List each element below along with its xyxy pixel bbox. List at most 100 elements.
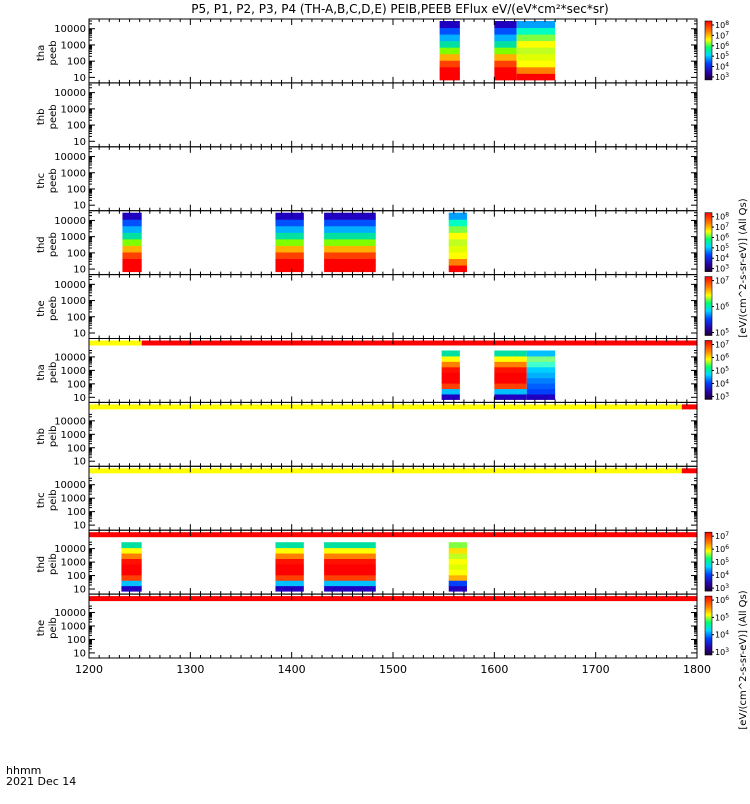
y-tick-label: 10000 — [54, 608, 86, 619]
spectrogram-cell — [441, 366, 460, 373]
quality-bar-segment — [89, 340, 142, 346]
spectrogram-cell — [494, 355, 527, 362]
panel-frame — [88, 274, 698, 340]
panel-thc-peib: 10 100 1000 10000 thc peib — [36, 465, 698, 532]
spectrogram-cell — [441, 355, 460, 362]
spectrogram-cell — [275, 232, 304, 240]
colorbar-tick-label: 107 — [715, 30, 729, 41]
quality-bar-segment — [89, 404, 682, 410]
spectrogram-cell — [122, 245, 142, 253]
colorbar — [704, 212, 713, 272]
y-tick-label: 10 — [73, 457, 86, 468]
spectrogram-cell — [439, 47, 460, 55]
spectrogram-cell — [324, 585, 376, 592]
spectrogram-cell — [516, 53, 556, 61]
spectrogram-cell — [448, 238, 467, 246]
spectrogram-cell — [275, 225, 304, 233]
spectrogram-cell — [448, 265, 467, 273]
spectrogram-cell — [275, 251, 304, 260]
spectrogram-cell — [275, 553, 304, 559]
spectrogram-cell — [275, 574, 304, 581]
spectrogram-cell — [494, 66, 517, 74]
x-tick-label: 1400 — [278, 663, 306, 676]
spectrogram-cell — [526, 372, 556, 379]
spectrogram-cell — [324, 547, 376, 554]
spectrogram-cell — [122, 251, 142, 260]
spectrogram-cell — [121, 563, 142, 570]
spectrogram-cell — [448, 547, 467, 554]
spectrogram-cell — [275, 542, 304, 549]
quality-bar-segment — [89, 468, 682, 474]
colorbar-tick-label: 106 — [715, 301, 729, 312]
x-tick-label: 1200 — [75, 663, 103, 676]
spectrogram-cell — [122, 258, 142, 266]
spectrogram-cell — [122, 219, 142, 227]
panel-product-label: peib — [48, 426, 59, 448]
spectrogram-cell — [439, 73, 460, 81]
spectrogram-cell — [494, 361, 527, 368]
panel-product-label: peeb — [48, 40, 59, 65]
y-tick-label: 100 — [67, 121, 86, 132]
spectrogram-cell — [439, 34, 460, 42]
panel-probe-label: the — [36, 620, 47, 636]
spectrogram-cell — [516, 34, 556, 42]
spectrogram-cell — [448, 219, 467, 227]
x-tick-label: 1500 — [379, 663, 407, 676]
spectrogram-cell — [526, 383, 556, 390]
panel-frame — [88, 146, 698, 212]
panel-probe-label: tha — [36, 45, 47, 61]
spectrogram-cell — [122, 225, 142, 233]
panel-product-label: peeb — [48, 104, 59, 129]
quality-bar-segment — [681, 468, 697, 474]
y-tick-label: 100 — [67, 57, 86, 68]
y-tick-label: 1000 — [61, 621, 86, 632]
spectrogram-cell — [448, 542, 467, 549]
colorbar-tick-label: 104 — [715, 629, 729, 640]
spectrogram-cell — [121, 574, 142, 581]
spectrogram-cell — [122, 232, 142, 240]
panel-product-label: peib — [48, 489, 59, 511]
y-tick-label: 10 — [73, 521, 86, 532]
colorbar-tick-label: 106 — [715, 352, 729, 363]
spectrogram-cell — [324, 563, 376, 570]
y-tick-label: 10 — [73, 585, 86, 596]
panel-probe-label: tha — [36, 364, 47, 380]
spectrogram-cell — [275, 585, 304, 592]
spectrogram-cell — [494, 350, 527, 357]
panel-product-label: peib — [48, 362, 59, 384]
panel-frame — [88, 529, 698, 595]
colorbar-tick-label: 107 — [715, 222, 729, 233]
y-tick-label: 10 — [73, 393, 86, 404]
panel-product-label: peib — [48, 617, 59, 639]
spectrogram-cell — [122, 212, 142, 220]
spectrogram-cell — [275, 265, 304, 273]
y-tick-label: 10 — [73, 328, 86, 339]
panel-the-peeb: 10 100 1000 10000 the peeb 107 106 105 — [36, 274, 729, 340]
spectrogram-cell — [494, 372, 527, 379]
y-tick-label: 1000 — [61, 430, 86, 441]
spectrogram-cell — [448, 251, 467, 260]
spectrogram-cell — [439, 21, 460, 29]
spectrogram-cell — [448, 245, 467, 253]
spectrogram-cell — [324, 232, 376, 240]
spectrogram-cell — [324, 245, 376, 253]
spectrogram-cell — [122, 238, 142, 246]
spectrogram-cell — [516, 40, 556, 48]
spectrogram-cell — [448, 553, 467, 559]
spectrogram-cell — [324, 558, 376, 565]
quality-bar-segment — [141, 340, 697, 346]
spectrogram-cell — [494, 27, 517, 35]
y-tick-label: 10000 — [54, 352, 86, 363]
spectrogram-cell — [448, 585, 467, 592]
y-tick-label: 1000 — [61, 558, 86, 569]
y-tick-label: 100 — [67, 312, 86, 323]
y-tick-label: 10000 — [54, 280, 86, 291]
spectrogram-cell — [324, 258, 376, 266]
y-tick-label: 10000 — [54, 24, 86, 35]
colorbar-tick-label: 108 — [715, 20, 729, 31]
panel-frame — [88, 465, 698, 531]
panel-thc-peeb: 10 100 1000 10000 thc peeb — [36, 146, 698, 212]
colorbar — [704, 340, 713, 400]
spectrogram-cell — [516, 73, 556, 81]
